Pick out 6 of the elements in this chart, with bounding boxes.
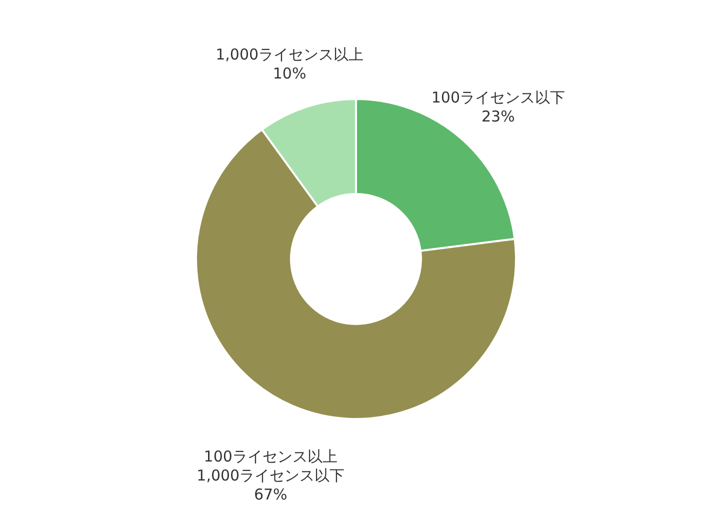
slice-label: 100ライセンス以上 1,000ライセンス以下 [196, 447, 345, 484]
data-label: 10% [272, 64, 306, 83]
data-label: 67% [254, 485, 288, 504]
slice-label: 1,000ライセンス以上 [216, 46, 364, 64]
slice-label: 100ライセンス以下 [431, 88, 565, 107]
data-label: 23% [482, 108, 515, 126]
